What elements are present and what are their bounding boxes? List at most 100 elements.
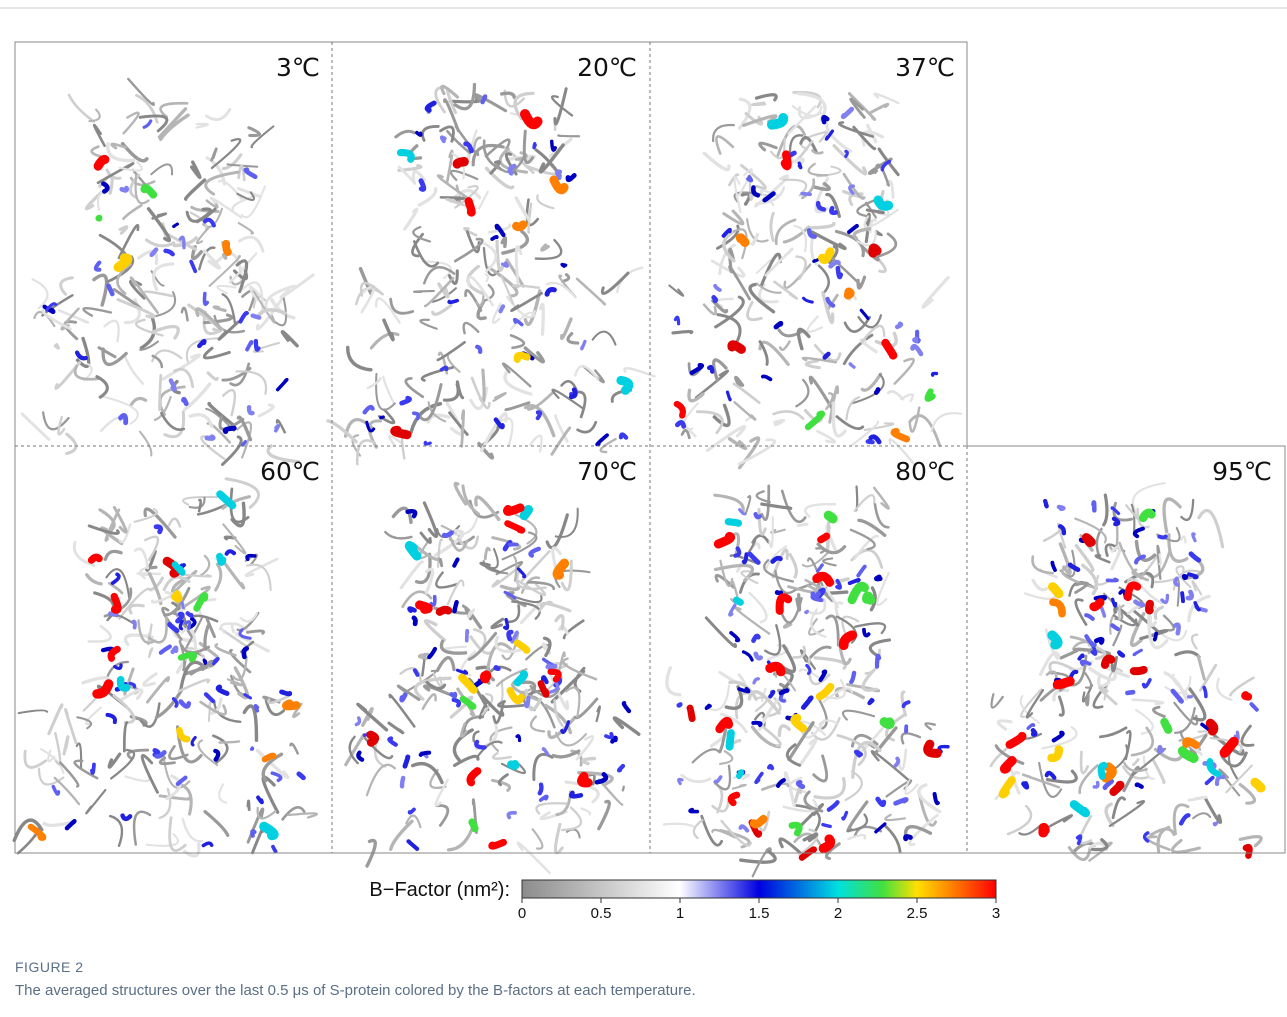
structure-ribbon <box>438 557 444 568</box>
structure-ribbon <box>774 569 796 595</box>
structure-ribbon <box>73 364 100 381</box>
hot-loop <box>727 791 741 807</box>
structure-ribbon <box>877 147 900 177</box>
flexible-loop <box>449 691 458 699</box>
structure-ribbon <box>118 523 132 544</box>
structure-ribbon <box>560 806 583 832</box>
hot-loop <box>999 756 1017 774</box>
structure-ribbon <box>700 814 724 847</box>
hot-loop <box>366 730 380 747</box>
structure-ribbon <box>996 719 1013 731</box>
structure-ribbon <box>813 776 846 800</box>
hot-loop <box>1250 777 1266 793</box>
structure-ribbon <box>419 531 432 544</box>
structure-ribbon <box>712 403 731 428</box>
structure-ribbon <box>433 529 465 558</box>
flexible-loop <box>1050 560 1057 572</box>
structure-ribbon <box>1131 568 1149 582</box>
structure-ribbon <box>459 722 468 738</box>
structure-ribbon <box>149 565 158 570</box>
flexible-loop <box>224 549 237 556</box>
flexible-loop <box>189 259 198 274</box>
structure-ribbon <box>167 517 182 528</box>
flexible-loop <box>512 317 524 327</box>
structure-ribbon <box>221 293 237 325</box>
flexible-loop <box>178 235 186 250</box>
structure-ribbon <box>783 771 796 807</box>
hot-loop <box>519 505 533 521</box>
flexible-loop <box>847 577 861 586</box>
structure-ribbon <box>514 196 531 222</box>
flexible-loop <box>797 161 803 170</box>
hot-loop <box>452 157 469 169</box>
flexible-loop <box>1057 524 1067 536</box>
structure-ribbon <box>421 125 440 142</box>
structure-ribbon <box>750 232 760 247</box>
structure-ribbon <box>365 838 377 868</box>
flexible-loop <box>379 415 385 420</box>
hot-loop <box>506 686 525 705</box>
structure-ribbon <box>776 124 806 158</box>
structure-ribbon <box>774 218 797 246</box>
structure-ribbon <box>520 576 541 594</box>
structure-ribbon <box>668 284 685 297</box>
structure-ribbon <box>92 273 109 307</box>
structure-ribbon <box>1156 544 1162 580</box>
structure-ribbon <box>326 419 358 444</box>
structure-ribbon <box>828 385 840 424</box>
structure-ribbon <box>158 787 172 820</box>
structure-ribbon <box>483 242 498 273</box>
structure-ribbon <box>888 438 916 466</box>
flexible-loop <box>250 829 257 838</box>
hot-loop <box>1101 762 1117 783</box>
flexible-loop <box>399 395 412 406</box>
flexible-loop <box>1132 648 1143 657</box>
hot-loop <box>513 351 531 363</box>
structure-ribbon <box>210 147 218 162</box>
flexible-loop <box>64 818 77 831</box>
structure-ribbon <box>119 688 144 702</box>
flexible-loop <box>356 750 365 762</box>
structure-ribbon <box>95 375 109 399</box>
structure-ribbon <box>564 686 581 718</box>
hot-loop <box>513 639 531 654</box>
structure-ribbon <box>134 174 150 205</box>
structure-ribbon <box>484 138 511 158</box>
structure-ribbon <box>524 688 543 712</box>
panel-label: 80℃ <box>895 457 955 486</box>
structure-ribbon <box>921 275 950 309</box>
flexible-loop <box>1110 506 1121 516</box>
structure-ribbon <box>447 269 459 285</box>
flexible-loop <box>824 129 835 141</box>
structure-ribbon <box>146 207 172 243</box>
flexible-loop <box>804 609 810 615</box>
flexible-loop <box>158 644 172 655</box>
hot-loop <box>435 605 453 616</box>
structure-ribbon <box>266 444 300 464</box>
flexible-loop <box>775 778 786 788</box>
flexible-loop <box>399 692 408 703</box>
structure-ribbon <box>861 130 885 147</box>
flexible-loop <box>464 628 470 643</box>
structure-ribbon <box>238 235 265 253</box>
structure-ribbon <box>180 306 189 322</box>
structure-ribbon <box>810 608 827 638</box>
structure-ribbon <box>1019 694 1041 724</box>
structure-ribbon <box>1180 535 1187 544</box>
structure-ribbon <box>129 396 148 408</box>
structure-ribbon <box>513 91 535 121</box>
structure-ribbon <box>843 315 871 333</box>
structure-ribbon <box>151 349 183 363</box>
structure-ribbon <box>798 668 820 679</box>
structure-ribbon <box>515 594 543 604</box>
structure-ribbon <box>852 125 877 151</box>
structure-ribbon <box>893 357 915 385</box>
structure-ribbon <box>825 678 846 700</box>
structure-ribbon <box>865 208 885 215</box>
flexible-loop <box>721 227 732 238</box>
panel-label: 70℃ <box>577 457 637 486</box>
hot-loop <box>93 154 110 171</box>
structure-ribbon <box>1240 724 1255 747</box>
structure-ribbon <box>382 318 395 342</box>
structure-ribbon <box>499 584 521 592</box>
